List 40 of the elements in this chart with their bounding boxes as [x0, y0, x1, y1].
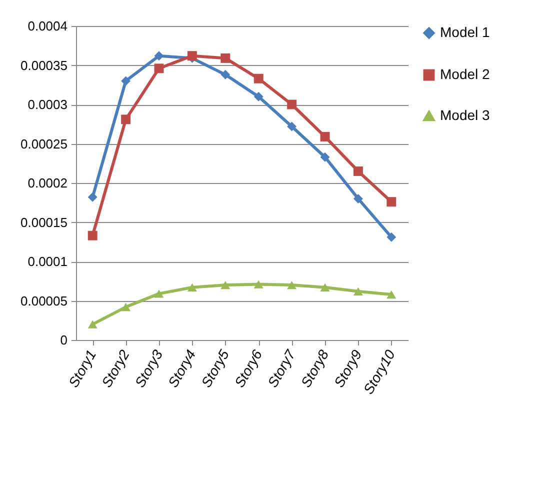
point: [88, 230, 98, 240]
point: [353, 287, 363, 296]
point: [121, 76, 131, 86]
point: [287, 122, 297, 132]
point: [154, 51, 164, 61]
point: [254, 280, 264, 288]
y-tick-label: 0.00025: [20, 136, 68, 152]
legend-label: Model 2: [440, 66, 490, 82]
y-tick-label: 0.0004: [28, 18, 68, 34]
y-tick-label: 0.0003: [28, 97, 68, 112]
point: [187, 283, 197, 292]
point: [320, 132, 330, 142]
point: [254, 74, 264, 84]
point: [320, 283, 330, 292]
point: [320, 152, 330, 162]
point: [88, 320, 98, 328]
point: [353, 166, 363, 176]
point: [154, 290, 164, 298]
legend-label: Model 3: [440, 107, 490, 123]
point: [386, 197, 396, 207]
point: [220, 280, 230, 290]
y-tick-label: 0.00015: [20, 214, 68, 230]
y-tick-label: 0: [60, 332, 68, 348]
y-tick-label: 0.00035: [20, 58, 68, 73]
point: [88, 192, 98, 202]
point: [220, 70, 230, 80]
legend-label: Model 1: [440, 24, 490, 40]
point: [254, 92, 264, 102]
point: [220, 53, 230, 63]
y-tick-label: 0.0001: [28, 254, 68, 269]
y-tick-label: 0.0002: [28, 176, 68, 190]
point: [386, 232, 396, 242]
point: [386, 290, 396, 299]
point: [287, 100, 297, 110]
point: [287, 280, 297, 290]
point: [154, 64, 164, 74]
y-tick-label: 0.00005: [20, 293, 68, 308]
point: [353, 194, 363, 204]
point: [121, 114, 131, 124]
point: [121, 302, 131, 312]
